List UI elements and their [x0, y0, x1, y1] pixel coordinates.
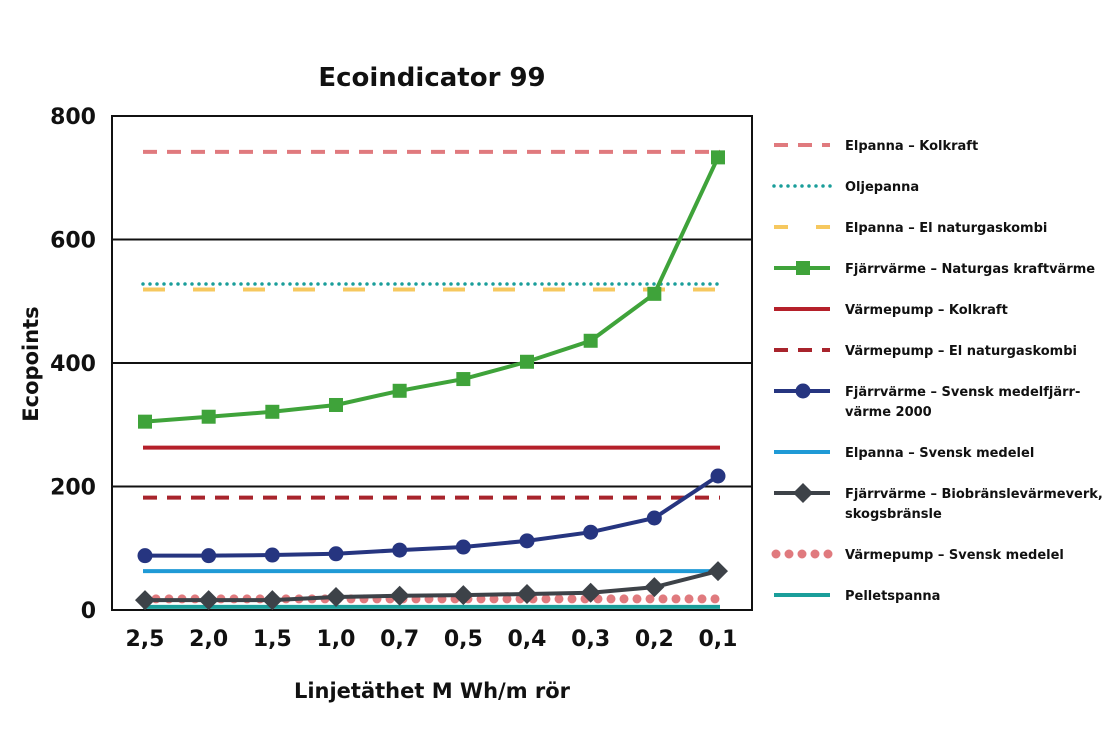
- series-6: [137, 468, 726, 564]
- legend-marker: [793, 483, 813, 503]
- data-point: [135, 590, 155, 611]
- data-point: [137, 548, 153, 564]
- legend-item-9: Värmepump – Svensk medelel: [771, 548, 1064, 563]
- legend-item-6: Fjärrvärme – Svensk medelfjärr-värme 200…: [774, 383, 1080, 420]
- y-tick-label: 0: [81, 599, 96, 624]
- data-point: [710, 468, 726, 484]
- data-point: [262, 590, 283, 611]
- x-tick-label: 2,5: [126, 627, 165, 652]
- y-tick-label: 200: [50, 476, 96, 501]
- data-point: [455, 539, 471, 555]
- data-point: [264, 547, 280, 563]
- data-point: [583, 524, 599, 540]
- legend-label: Fjärrvärme – Svensk medelfjärr-: [845, 385, 1080, 400]
- legend-item-5: Värmepump – El naturgaskombi: [774, 344, 1077, 359]
- series-line: [145, 474, 720, 558]
- data-point: [456, 372, 471, 387]
- data-point: [265, 404, 280, 419]
- legend-item-1: Oljepanna: [772, 180, 919, 195]
- legend-label: Värmepump – Svensk medelel: [845, 548, 1064, 563]
- data-point: [329, 397, 343, 412]
- x-tick-label: 0,3: [571, 627, 610, 652]
- legend-label: skogsbränsle: [845, 507, 942, 522]
- legend-label: Pelletspanna: [845, 589, 940, 604]
- legend-marker: [795, 383, 811, 399]
- data-point: [711, 150, 725, 165]
- data-point: [517, 583, 537, 604]
- legend-label: Värmepump – El naturgaskombi: [845, 344, 1077, 359]
- legend-label: värme 2000: [845, 405, 932, 420]
- data-point: [520, 354, 534, 369]
- data-point: [138, 414, 152, 429]
- legend-label: Elpanna – Kolkraft: [845, 139, 978, 154]
- data-point: [580, 582, 601, 603]
- x-tick-label: 0,5: [444, 627, 483, 652]
- legend-label: Fjärrvärme – Biobränslevärmeverk,: [845, 487, 1103, 502]
- data-point: [201, 548, 217, 564]
- data-point: [453, 585, 474, 606]
- x-tick-label: 2,0: [189, 627, 228, 652]
- y-tick-label: 400: [50, 352, 96, 377]
- legend-marker: [796, 261, 810, 275]
- data-point: [708, 561, 728, 582]
- data-point: [644, 577, 665, 598]
- data-point: [392, 542, 408, 558]
- x-tick-label: 1,0: [317, 627, 356, 652]
- x-axis-label: Linjetäthet M Wh/m rör: [294, 679, 571, 703]
- x-tick-label: 0,4: [508, 627, 547, 652]
- chart-title: Ecoindicator 99: [318, 63, 545, 93]
- x-tick-label: 0,1: [699, 627, 738, 652]
- legend-item-8: Fjärrvärme – Biobränslevärmeverk, skogsbr…: [774, 483, 1103, 522]
- y-tick-label: 600: [50, 229, 96, 254]
- x-tick-label: 0,2: [635, 627, 674, 652]
- data-point: [519, 533, 535, 549]
- series-line: [145, 569, 719, 603]
- data-point: [326, 587, 346, 608]
- data-point: [647, 286, 662, 301]
- legend-label: Fjärrvärme – Naturgas kraftvärme: [845, 262, 1095, 277]
- x-tick-label: 0,7: [380, 627, 419, 652]
- series-line: [144, 156, 720, 424]
- legend-item-3: Fjärrvärme – Naturgas kraftvärme: [774, 261, 1095, 277]
- data-point: [646, 510, 662, 526]
- y-tick-label: 800: [50, 105, 96, 130]
- legend-label: Elpanna – Svensk medelel: [845, 446, 1034, 461]
- legend-item-4: Värmepump – Kolkraft: [774, 303, 1008, 318]
- data-point: [583, 333, 598, 348]
- legend-label: Elpanna – El naturgaskombi: [845, 221, 1047, 236]
- data-point: [201, 409, 216, 424]
- legend-item-10: Pelletspanna: [774, 589, 940, 604]
- series-3: [138, 150, 725, 429]
- x-tick-label: 1,5: [253, 627, 292, 652]
- series-8: [135, 561, 728, 611]
- legend-label: Oljepanna: [845, 180, 919, 195]
- legend-item-2: Elpanna – El naturgaskombi: [774, 221, 1047, 236]
- legend-item-7: Elpanna – Svensk medelel: [774, 446, 1034, 461]
- data-point: [392, 383, 407, 398]
- data-point: [328, 546, 344, 562]
- data-point: [198, 590, 219, 611]
- data-point: [389, 585, 410, 606]
- legend-item-0: Elpanna – Kolkraft: [774, 139, 978, 154]
- y-axis-label: Ecopoints: [19, 306, 43, 421]
- legend-label: Värmepump – Kolkraft: [845, 303, 1008, 318]
